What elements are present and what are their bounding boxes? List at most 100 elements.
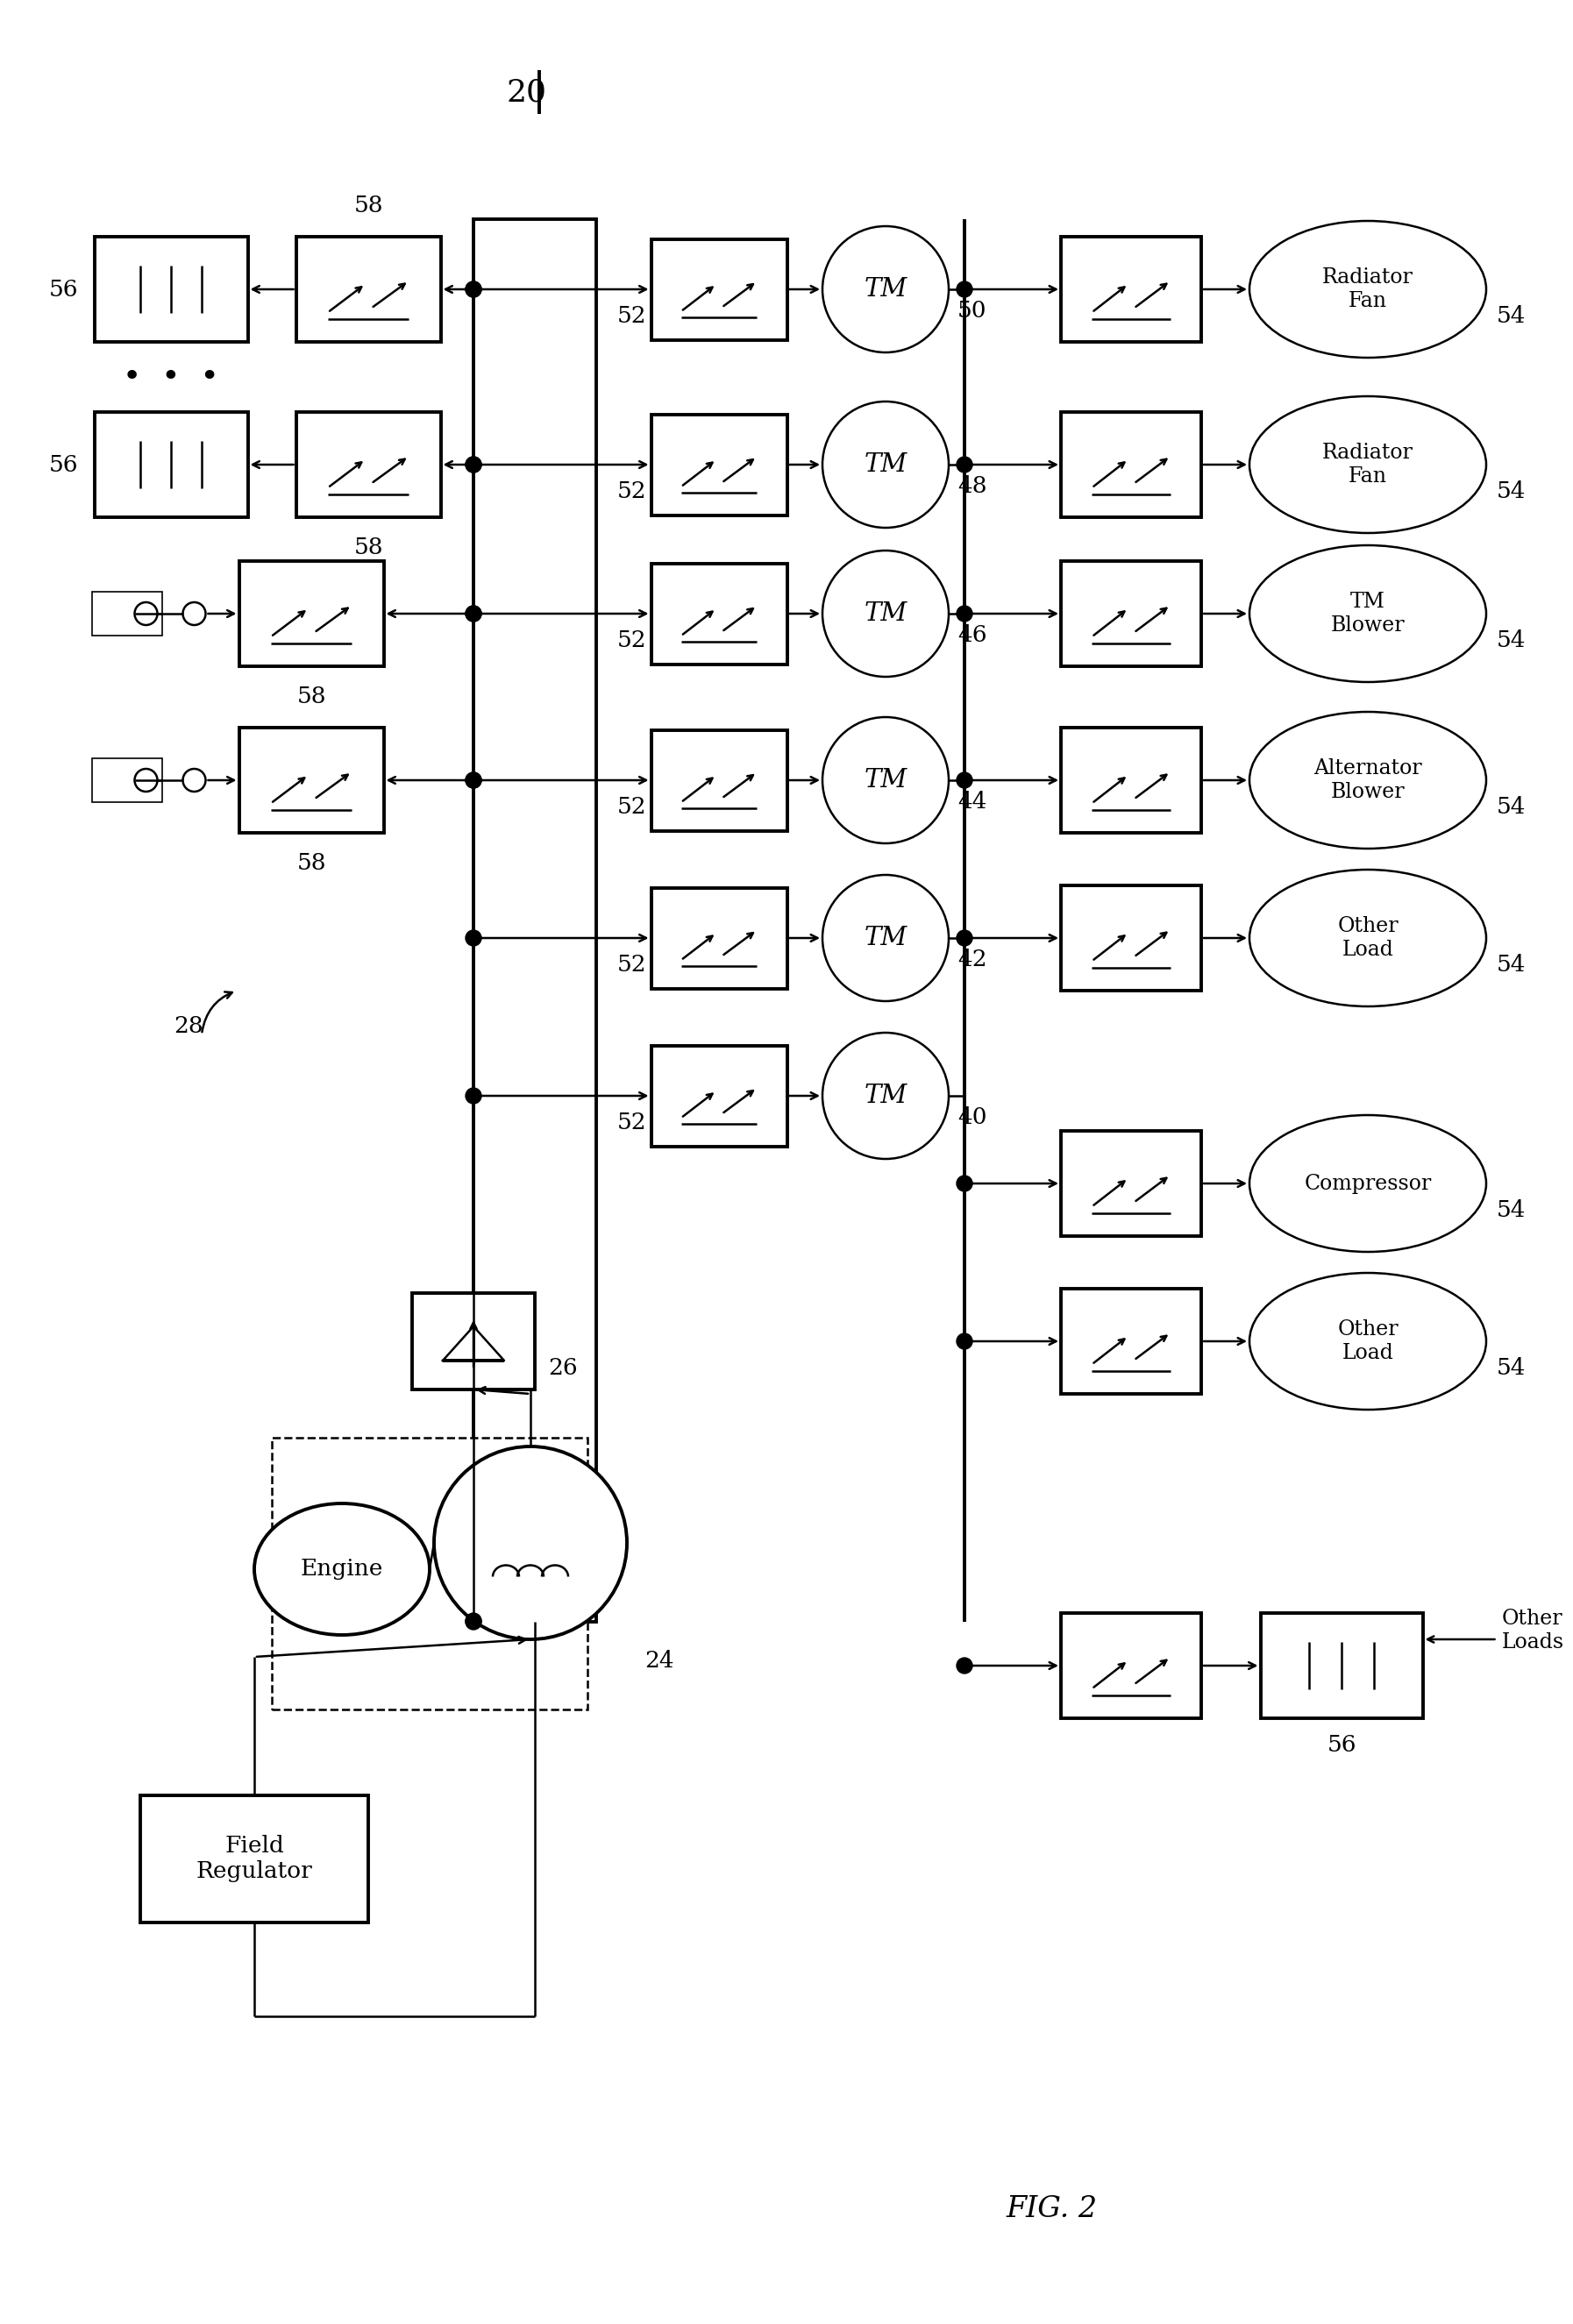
Text: 48: 48 <box>958 476 986 497</box>
Text: Engine: Engine <box>300 1559 384 1580</box>
Circle shape <box>135 602 157 625</box>
Ellipse shape <box>1249 869 1486 1006</box>
Bar <box>1060 237 1202 342</box>
Bar <box>1060 885 1202 990</box>
Text: 58: 58 <box>297 853 326 874</box>
Circle shape <box>823 551 949 676</box>
Circle shape <box>434 1446 628 1638</box>
Text: 42: 42 <box>958 948 986 971</box>
Bar <box>94 411 247 518</box>
Text: 46: 46 <box>958 625 986 646</box>
Circle shape <box>466 930 481 946</box>
Circle shape <box>466 1613 481 1629</box>
Circle shape <box>823 874 949 1002</box>
Bar <box>651 562 786 665</box>
Bar <box>651 414 786 516</box>
Bar <box>651 239 786 339</box>
Circle shape <box>466 458 481 472</box>
Text: 52: 52 <box>617 304 647 328</box>
Text: TM: TM <box>864 925 908 951</box>
Text: 54: 54 <box>1497 630 1526 651</box>
Bar <box>296 237 440 342</box>
Bar <box>651 730 786 830</box>
Text: Alternator
Blower: Alternator Blower <box>1313 758 1422 802</box>
Bar <box>239 560 384 667</box>
Text: TM
Blower: TM Blower <box>1331 593 1405 634</box>
Circle shape <box>956 607 972 621</box>
Text: 52: 52 <box>617 630 647 651</box>
Circle shape <box>466 1613 481 1629</box>
Text: 56: 56 <box>49 279 79 300</box>
Bar <box>412 1292 535 1390</box>
Bar <box>1060 560 1202 667</box>
Circle shape <box>466 281 481 297</box>
Bar <box>1060 727 1202 832</box>
Text: 26: 26 <box>547 1357 577 1378</box>
Text: 54: 54 <box>1497 304 1526 328</box>
Text: Field
Regulator: Field Regulator <box>197 1836 313 1882</box>
Text: 28: 28 <box>173 1016 203 1037</box>
Bar <box>1060 411 1202 518</box>
Bar <box>272 1439 587 1710</box>
Text: 44: 44 <box>958 790 986 813</box>
Text: 52: 52 <box>617 1111 647 1134</box>
Bar <box>93 758 162 802</box>
Text: Radiator
Fan: Radiator Fan <box>1323 267 1414 311</box>
Circle shape <box>823 1032 949 1160</box>
Circle shape <box>182 769 206 792</box>
Bar <box>1060 1132 1202 1236</box>
Text: 52: 52 <box>617 481 647 502</box>
Text: Other
Load: Other Load <box>1337 1320 1398 1362</box>
Circle shape <box>466 458 481 472</box>
Text: 52: 52 <box>617 953 647 976</box>
Circle shape <box>823 718 949 844</box>
Circle shape <box>956 1657 972 1673</box>
Circle shape <box>182 602 206 625</box>
Text: 24: 24 <box>645 1650 673 1673</box>
Ellipse shape <box>1249 711 1486 848</box>
Text: 54: 54 <box>1497 1199 1526 1220</box>
Bar <box>93 593 162 634</box>
Text: 54: 54 <box>1497 795 1526 818</box>
Text: 56: 56 <box>49 453 79 476</box>
Text: 56: 56 <box>1328 1734 1356 1755</box>
Text: 50: 50 <box>958 300 986 323</box>
Text: TM: TM <box>864 277 908 302</box>
Circle shape <box>956 930 972 946</box>
Circle shape <box>956 1176 972 1192</box>
Circle shape <box>466 772 481 788</box>
Bar <box>140 1794 368 1922</box>
Text: Radiator
Fan: Radiator Fan <box>1323 444 1414 486</box>
Bar <box>94 237 247 342</box>
Circle shape <box>956 458 972 472</box>
Text: 58: 58 <box>354 537 382 558</box>
Bar <box>651 1046 786 1146</box>
Ellipse shape <box>1249 546 1486 681</box>
Text: 20: 20 <box>507 77 546 107</box>
Circle shape <box>466 281 481 297</box>
Bar <box>651 888 786 988</box>
Text: 54: 54 <box>1497 1357 1526 1378</box>
Circle shape <box>823 225 949 353</box>
Circle shape <box>466 607 481 621</box>
Bar <box>473 218 596 1622</box>
Text: 58: 58 <box>354 195 382 216</box>
Bar <box>1060 1290 1202 1394</box>
Text: 40: 40 <box>958 1106 986 1129</box>
Text: TM: TM <box>864 602 908 625</box>
Circle shape <box>466 1088 481 1104</box>
Text: 58: 58 <box>297 686 326 709</box>
Text: TM: TM <box>864 1083 908 1109</box>
Ellipse shape <box>1249 1116 1486 1253</box>
Text: Compressor: Compressor <box>1304 1174 1431 1195</box>
Text: TM: TM <box>864 453 908 476</box>
Circle shape <box>956 772 972 788</box>
Ellipse shape <box>255 1504 429 1636</box>
Ellipse shape <box>1249 397 1486 532</box>
Text: 54: 54 <box>1497 953 1526 976</box>
Circle shape <box>823 402 949 528</box>
Bar <box>1060 1613 1202 1717</box>
Circle shape <box>466 607 481 621</box>
Circle shape <box>466 772 481 788</box>
Bar <box>1260 1613 1422 1717</box>
